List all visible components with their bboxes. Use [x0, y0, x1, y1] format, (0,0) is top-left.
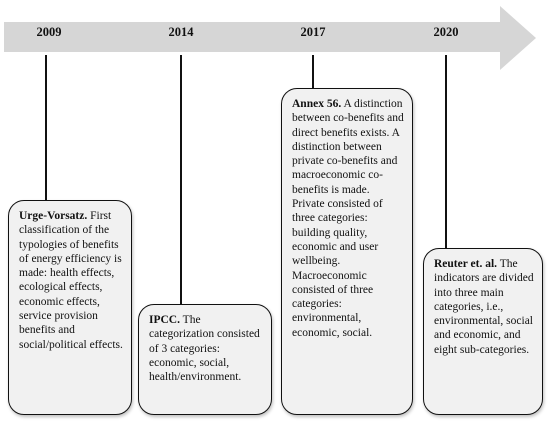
event-card-2020: Reuter et. al. The indicators are divide…	[423, 248, 543, 415]
event-author: Annex 56.	[292, 98, 342, 110]
connector-2017	[312, 55, 314, 89]
year-label-2009: 2009	[36, 25, 62, 39]
year-label-2020: 2020	[433, 25, 459, 39]
event-text: The indicators are divided into three ma…	[434, 258, 534, 356]
event-author: Urge-Vorsatz.	[19, 210, 88, 222]
timeline-arrow-shape	[4, 6, 536, 70]
event-card-2017: Annex 56. A distinction between co-benef…	[281, 88, 413, 415]
event-card-2014: IPCC. The categorization consisted of 3 …	[138, 304, 272, 415]
event-author: IPCC.	[149, 314, 180, 326]
event-text: The categorization consisted of 3 catego…	[149, 314, 260, 384]
connector-2014	[180, 55, 182, 305]
year-label-2017: 2017	[300, 25, 326, 39]
timeline-arrow	[4, 6, 536, 70]
event-card-2009: Urge-Vorsatz. First classification of th…	[8, 200, 132, 415]
event-author: Reuter et. al.	[434, 258, 498, 270]
event-text: First classification of the typologies o…	[19, 210, 123, 351]
event-text: A distinction between co-benefits and di…	[292, 98, 404, 339]
year-label-2014: 2014	[168, 25, 194, 39]
connector-2020	[445, 55, 447, 249]
connector-2009	[45, 55, 47, 201]
